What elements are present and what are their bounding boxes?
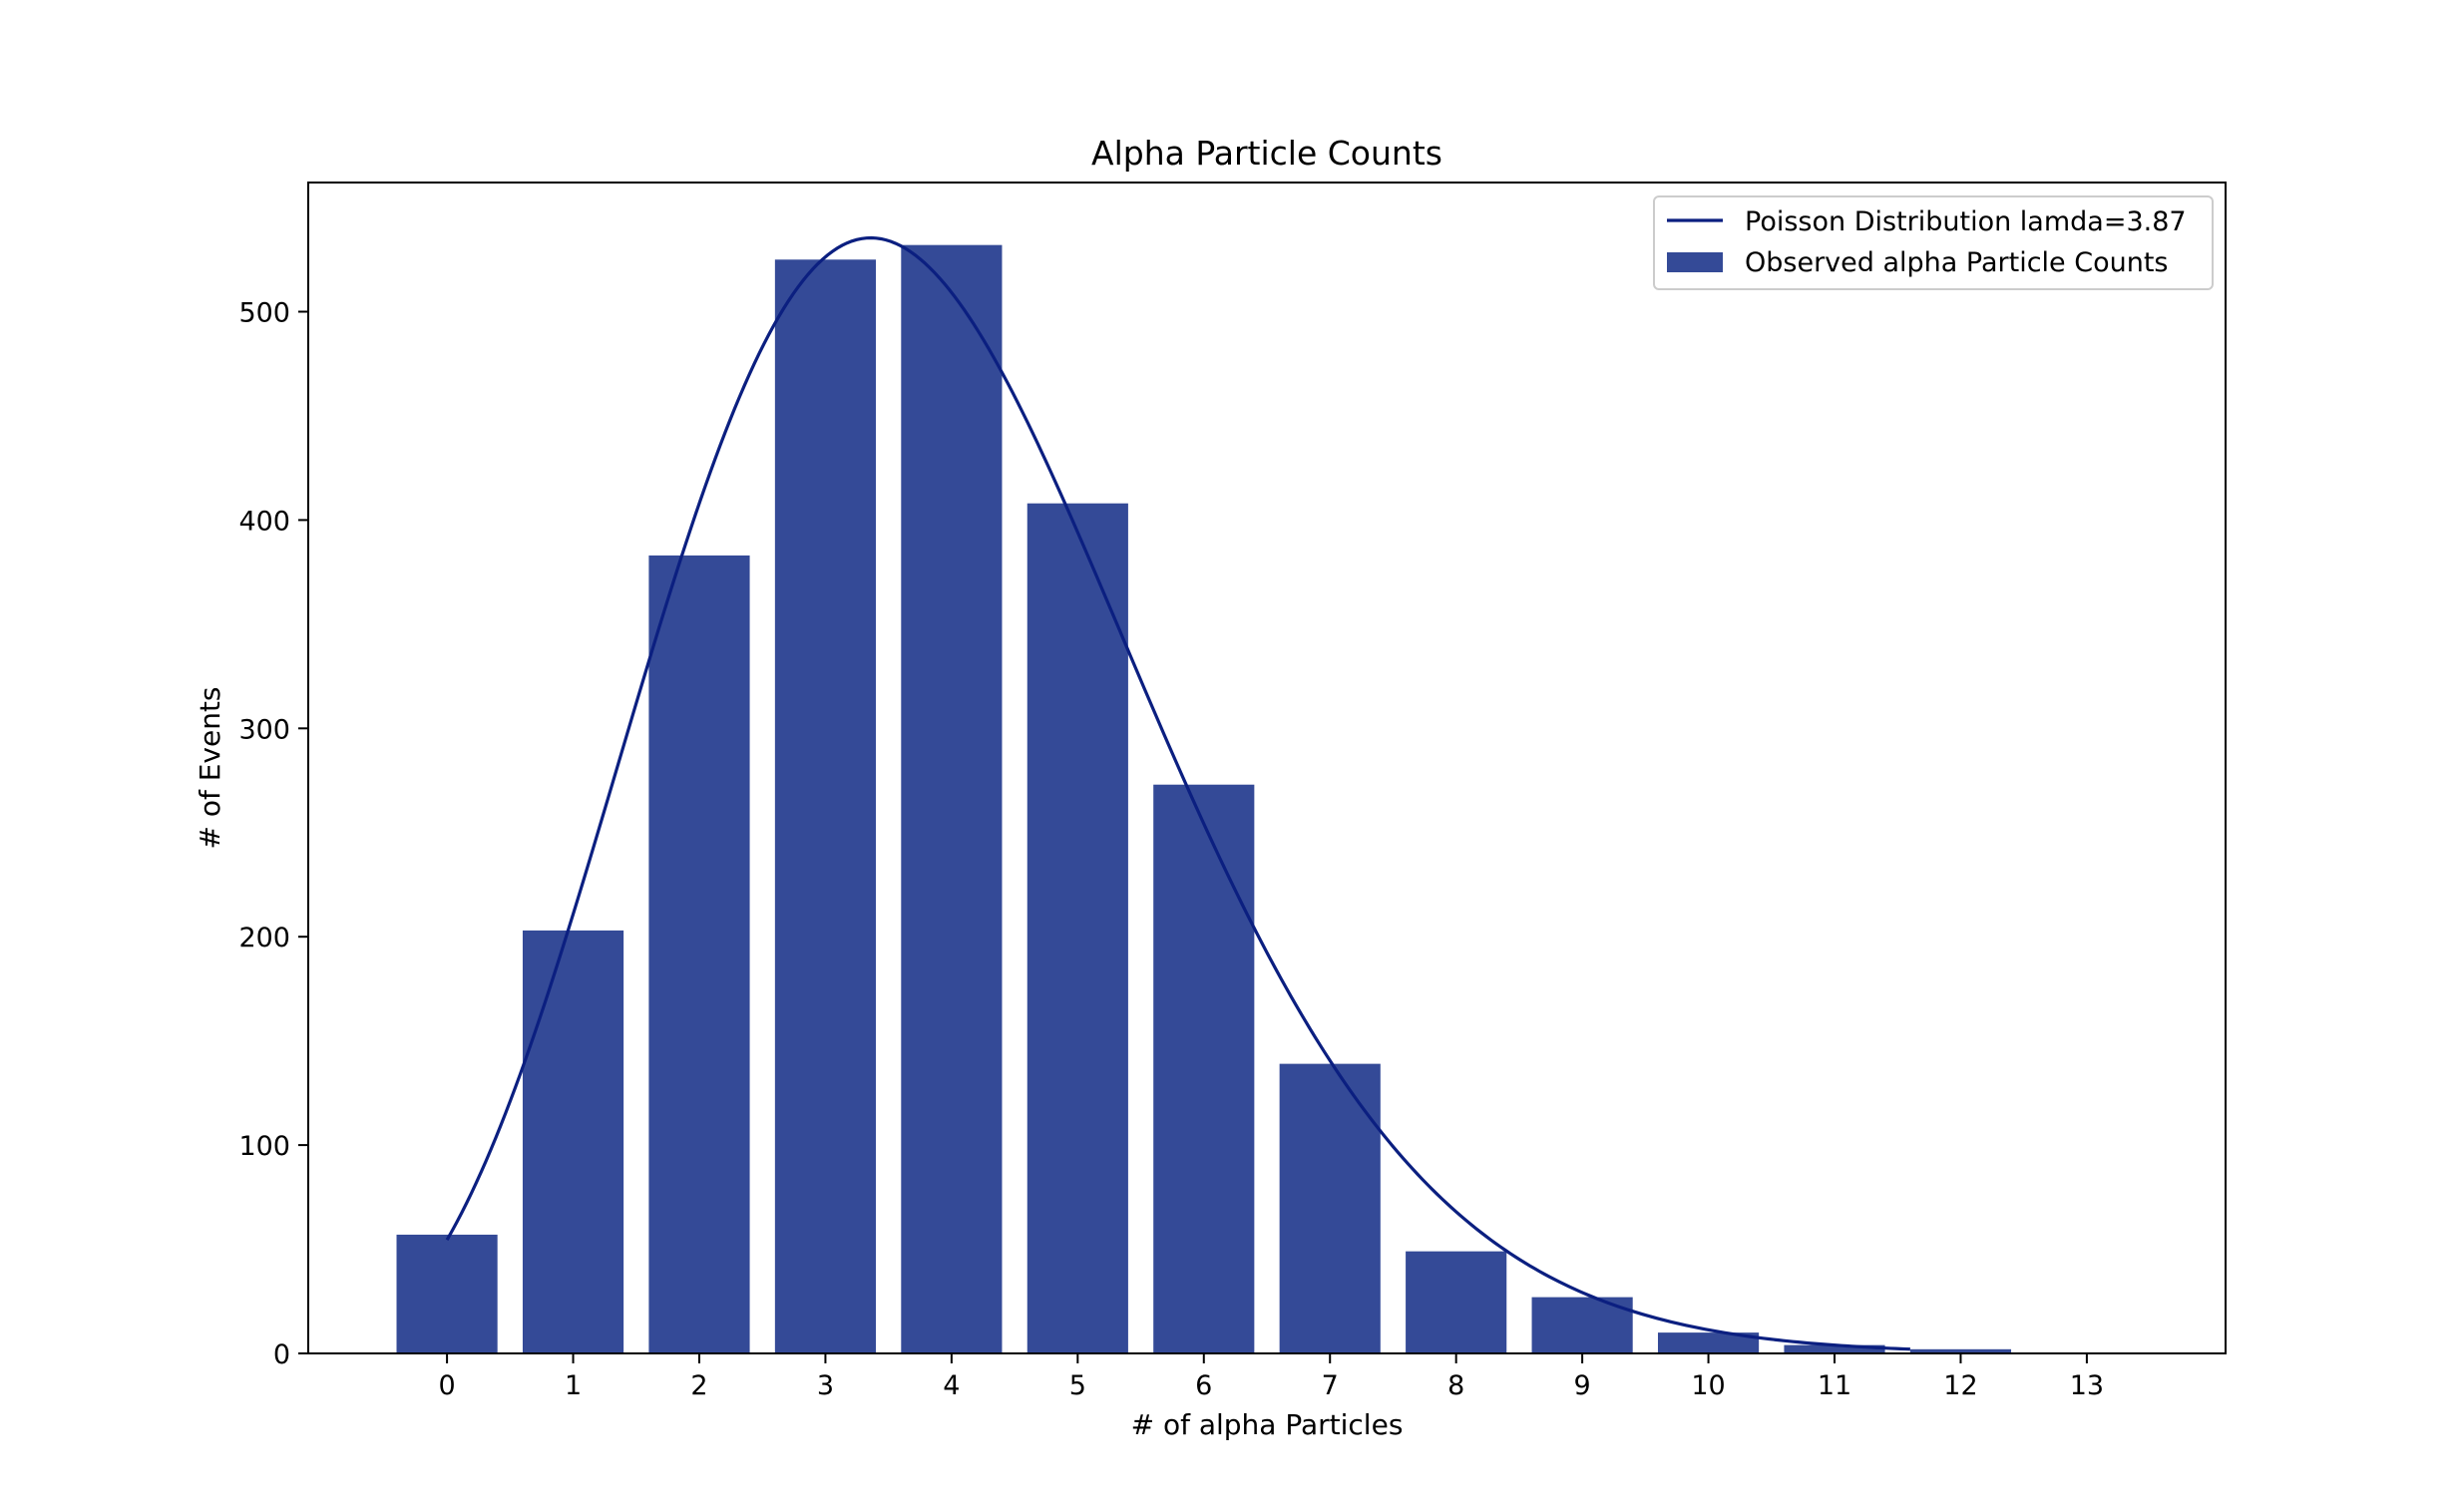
y-ticks: 0 100 200 300 400 500 (238, 298, 308, 1370)
y-tick-label: 0 (273, 1339, 290, 1370)
x-axis-label: # of alpha Particles (1131, 1408, 1404, 1441)
legend-line-label: Poisson Distribution lamda=3.87 (1745, 206, 2187, 237)
y-tick-label: 100 (238, 1131, 290, 1162)
x-tick-label: 0 (438, 1370, 455, 1401)
x-ticks: 0 1 2 3 4 5 6 7 8 9 10 11 12 13 (438, 1353, 2104, 1401)
x-tick-label: 3 (817, 1370, 834, 1401)
plot-frame (307, 182, 2227, 1354)
x-tick-label: 7 (1322, 1370, 1339, 1401)
bar-1 (522, 930, 624, 1353)
x-tick-label: 10 (1691, 1370, 1725, 1401)
poisson-line (445, 235, 1910, 1351)
x-tick-label: 5 (1069, 1370, 1086, 1401)
y-tick-label: 500 (238, 298, 290, 329)
bar-7 (1279, 1063, 1381, 1353)
x-tick-label: 2 (690, 1370, 707, 1401)
bar-11 (1784, 1344, 1885, 1353)
x-tick-label: 6 (1195, 1370, 1212, 1401)
chart-title: Alpha Particle Counts (1091, 134, 1442, 173)
bar-10 (1657, 1332, 1760, 1353)
legend: Poisson Distribution lamda=3.87 Observed… (1653, 195, 2214, 290)
legend-bar-swatch (1667, 252, 1723, 272)
legend-box (1653, 195, 2214, 290)
x-tick-label: 4 (943, 1370, 960, 1401)
x-tick-label: 13 (2070, 1370, 2104, 1401)
x-tick-label: 1 (565, 1370, 582, 1401)
bar-2 (648, 555, 750, 1353)
bar-12 (1909, 1348, 2012, 1353)
bar-4 (901, 244, 1003, 1353)
y-tick-label: 200 (238, 923, 290, 953)
x-tick-label: 9 (1574, 1370, 1591, 1401)
bar-3 (774, 259, 877, 1354)
x-tick-label: 11 (1818, 1370, 1851, 1401)
bar-0 (396, 1234, 498, 1353)
y-axis-label: # of Events (194, 686, 226, 849)
bar-6 (1153, 784, 1255, 1353)
bar-8 (1406, 1251, 1507, 1353)
y-tick-label: 400 (238, 506, 290, 537)
x-tick-label: 8 (1447, 1370, 1464, 1401)
legend-bar-label: Observed alpha Particle Counts (1745, 247, 2169, 278)
y-tick-label: 300 (238, 714, 290, 745)
bar-5 (1026, 503, 1128, 1354)
bars-layer (396, 244, 2012, 1354)
x-tick-label: 12 (1943, 1370, 1977, 1401)
